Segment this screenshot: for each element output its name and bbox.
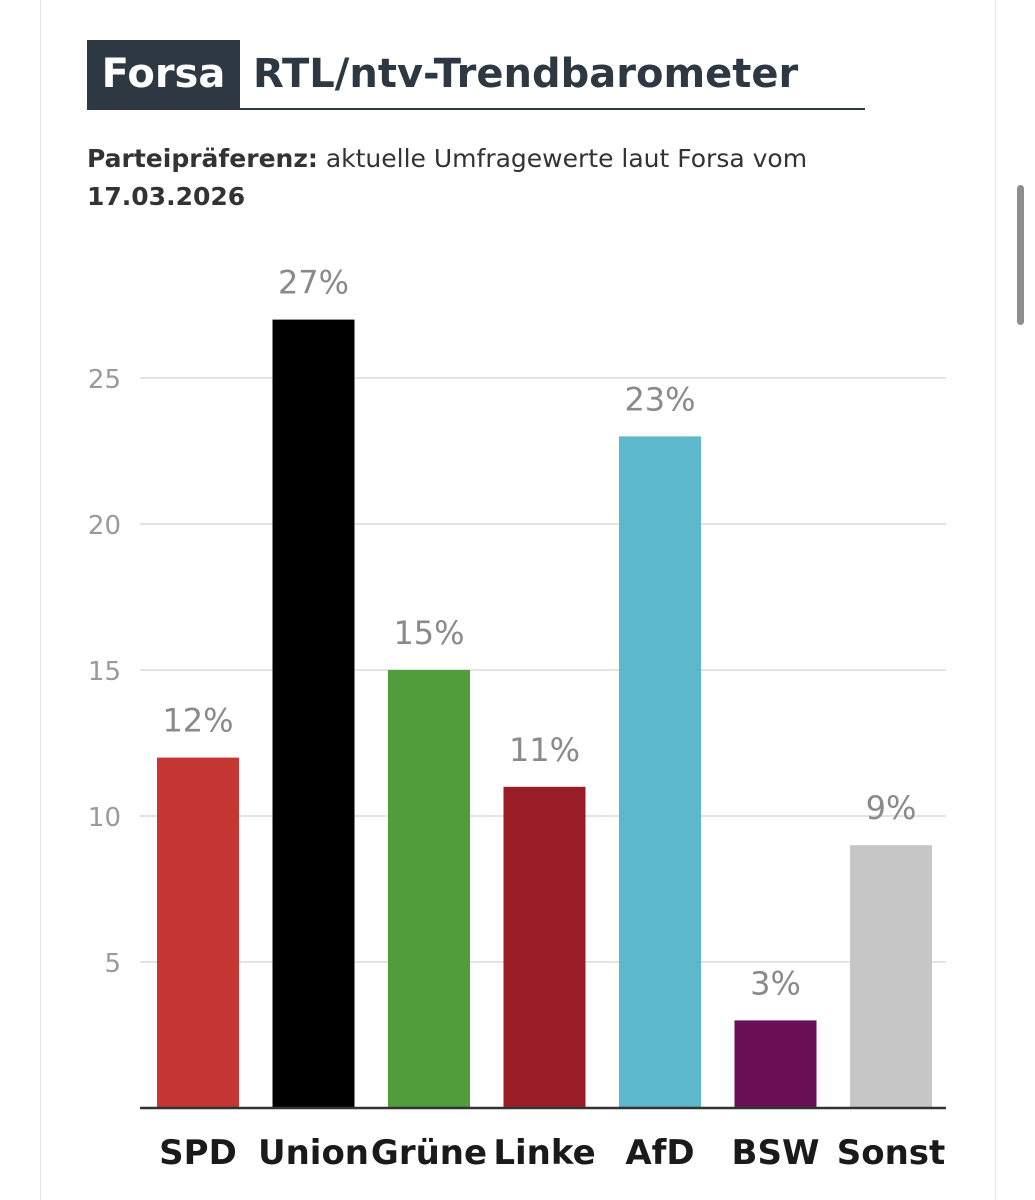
bar-union (272, 319, 355, 1109)
chart-subtitle: Parteipräferenz: aktuelle Umfragewerte l… (87, 140, 927, 216)
value-label-gr-ne: 15% (393, 614, 464, 652)
header-title: RTL/ntv-Trendbarometer (253, 51, 799, 97)
bar-spd (157, 757, 239, 1108)
category-label-gr-ne: Grüne (371, 1133, 487, 1173)
bar-sonst (850, 845, 932, 1108)
category-label-linke: Linke (493, 1133, 595, 1173)
brand-badge: Forsa (87, 40, 240, 108)
bar-linke (503, 786, 586, 1108)
bar-afd (619, 436, 701, 1108)
value-label-spd: 12% (162, 702, 233, 740)
value-label-afd: 23% (624, 380, 695, 418)
y-tick-label-15: 15 (88, 657, 121, 687)
y-tick-label-5: 5 (104, 949, 121, 979)
scrollbar-thumb[interactable] (1017, 185, 1024, 325)
value-label-linke: 11% (509, 731, 580, 769)
y-tick-label-10: 10 (88, 803, 121, 833)
value-label-bsw: 3% (750, 964, 801, 1002)
value-label-sonst: 9% (866, 789, 917, 827)
category-label-sonst: Sonst (837, 1133, 946, 1173)
bar-gr-ne (388, 670, 470, 1108)
subtitle-text: aktuelle Umfragewerte laut Forsa vom (317, 144, 808, 173)
subtitle-prefix: Parteipräferenz: (87, 144, 318, 173)
bar-bsw (734, 1020, 817, 1108)
frame-left-border (40, 0, 41, 1200)
y-tick-label-25: 25 (88, 365, 121, 395)
frame-right-border (995, 0, 996, 1200)
chart-header: Forsa RTL/ntv-Trendbarometer (87, 40, 865, 110)
subtitle-date: 17.03.2026 (87, 182, 246, 211)
category-label-bsw: BSW (732, 1133, 820, 1173)
category-label-union: Union (258, 1133, 369, 1173)
category-label-spd: SPD (159, 1133, 237, 1173)
category-label-afd: AfD (625, 1133, 694, 1173)
value-label-union: 27% (278, 264, 349, 302)
y-tick-label-20: 20 (88, 511, 121, 541)
